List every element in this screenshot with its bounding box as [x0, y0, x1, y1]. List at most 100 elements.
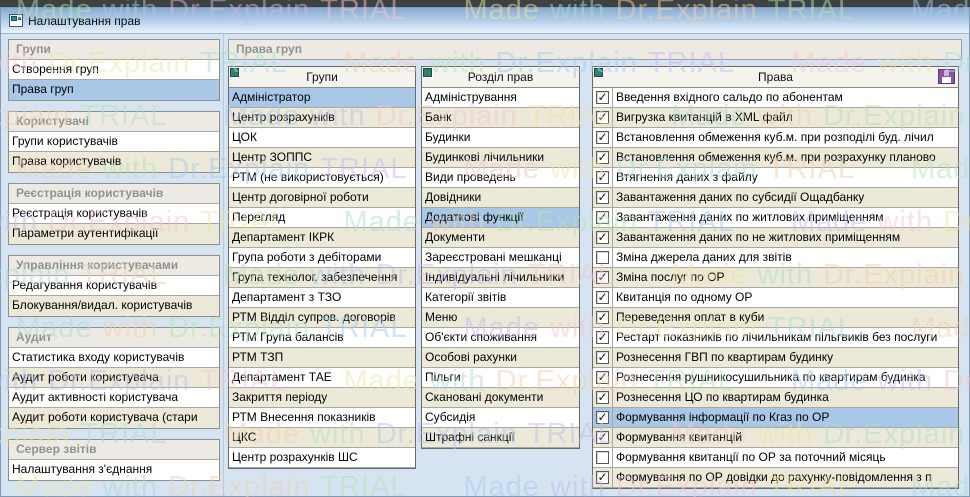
- rights-section-row[interactable]: Особові рахунки: [422, 348, 579, 368]
- right-row[interactable]: ✓ Встановлення обмеження куб.м. при розпо…: [593, 128, 958, 148]
- grid-corner-icon[interactable]: [230, 68, 239, 77]
- right-row[interactable]: ✓ Завантаження даних по житлових приміщен…: [593, 208, 958, 228]
- group-row[interactable]: Група технолог. забезпечення: [229, 268, 415, 288]
- checkbox[interactable]: ✓: [596, 90, 609, 104]
- checkbox[interactable]: ✓: [596, 470, 609, 484]
- groups-grid-header[interactable]: Групи: [229, 67, 415, 88]
- right-row[interactable]: ✓ Формування квитанцій: [593, 428, 958, 448]
- rights-section-row[interactable]: Категорії звітів: [422, 288, 579, 308]
- group-row[interactable]: РТМ (не використовується): [229, 168, 415, 188]
- right-row[interactable]: ✓ Формування інформації по Кгаз по ОР: [593, 408, 958, 428]
- rights-section-row[interactable]: Додаткові функції: [422, 208, 579, 228]
- group-row[interactable]: РТМ Внесення показників: [229, 408, 415, 428]
- checkbox[interactable]: ✓: [596, 290, 609, 304]
- rights-section-row[interactable]: Будинкові лічильники: [422, 148, 579, 168]
- group-row[interactable]: Департамент з ТЗО: [229, 288, 415, 308]
- sidebar-item[interactable]: Створення груп: [9, 60, 219, 80]
- sidebar-item[interactable]: Аудит активності користувача: [9, 388, 219, 408]
- checkbox[interactable]: ✓: [596, 150, 609, 164]
- checkbox[interactable]: ✓: [596, 110, 609, 124]
- checkbox[interactable]: ✓: [596, 390, 609, 404]
- sidebar-item[interactable]: Статистика входу користувачів: [9, 348, 219, 368]
- checkbox[interactable]: ✓: [596, 330, 609, 344]
- rights-section-row[interactable]: Види проведень: [422, 168, 579, 188]
- rights-section-row[interactable]: Довідники: [422, 188, 579, 208]
- checkbox[interactable]: ✓: [596, 190, 609, 204]
- group-row[interactable]: Центр розрахунків: [229, 108, 415, 128]
- right-row[interactable]: ✓ Рознесення рушникосушильника по квартир…: [593, 368, 958, 388]
- rights-section-row[interactable]: Зареєстровані мешканці: [422, 248, 579, 268]
- group-row[interactable]: Адміністратор: [229, 88, 415, 108]
- sidebar-item[interactable]: Параметри аутентифікації: [9, 224, 219, 244]
- rights-section-row[interactable]: Будинки: [422, 128, 579, 148]
- rights-section-row[interactable]: Індивідуальні лічильники: [422, 268, 579, 288]
- grid-corner-icon[interactable]: [423, 68, 432, 77]
- rights-section-row[interactable]: Банк: [422, 108, 579, 128]
- checkbox[interactable]: [596, 451, 609, 464]
- right-row[interactable]: ✓ Введення вхідного сальдо по абонентам: [593, 88, 958, 108]
- right-row[interactable]: ✓ Формування по ОР довідки до рахунку-пов…: [593, 468, 958, 488]
- sidebar-item[interactable]: Права користувачів: [9, 152, 219, 172]
- group-row[interactable]: ЦОК: [229, 128, 415, 148]
- rights-section-row[interactable]: Штрафні санкції: [422, 428, 579, 448]
- rights-grid-header[interactable]: Права: [593, 67, 958, 88]
- checkbox[interactable]: ✓: [596, 410, 609, 424]
- sidebar-item[interactable]: Групи користувачів: [9, 132, 219, 152]
- group-row[interactable]: Департамент ІКРК: [229, 228, 415, 248]
- checkbox[interactable]: ✓: [596, 310, 609, 324]
- window-titlebar[interactable]: Налаштування прав: [1, 8, 969, 34]
- right-row[interactable]: ✓ Рестарт показників по лічильникам пільг…: [593, 328, 958, 348]
- right-row[interactable]: Зміна джерела даних для звітів: [593, 248, 958, 268]
- rights-section-row[interactable]: Об'єкти споживання: [422, 328, 579, 348]
- sidebar-splitter[interactable]: [223, 34, 224, 496]
- save-icon[interactable]: [938, 69, 955, 84]
- group-row[interactable]: РТМ ТЗП: [229, 348, 415, 368]
- sidebar-item[interactable]: Аудит роботи користувача (стари: [9, 408, 219, 428]
- sidebar-item[interactable]: Реєстрація користувачів: [9, 204, 219, 224]
- checkbox[interactable]: ✓: [596, 270, 609, 284]
- group-row[interactable]: РТМ Група балансів: [229, 328, 415, 348]
- group-row[interactable]: Центр ЗОППС: [229, 148, 415, 168]
- checkbox-cell: ✓: [593, 468, 613, 487]
- sidebar-item[interactable]: Редагування користувачів: [9, 276, 219, 296]
- grid-corner-icon[interactable]: [594, 68, 603, 77]
- right-row[interactable]: ✓ Квитанція по одному ОР: [593, 288, 958, 308]
- rights-sections-grid-header[interactable]: Розділ прав: [422, 67, 579, 88]
- rights-section-row[interactable]: Меню: [422, 308, 579, 328]
- group-row[interactable]: Перегляд: [229, 208, 415, 228]
- right-row[interactable]: ✓ Рознесення ГВП по квартирам будинку: [593, 348, 958, 368]
- sidebar-item[interactable]: Права груп: [9, 80, 219, 100]
- checkbox[interactable]: ✓: [596, 170, 609, 184]
- group-row[interactable]: РТМ Відділ супров. договорів: [229, 308, 415, 328]
- checkbox[interactable]: ✓: [596, 370, 609, 384]
- checkbox[interactable]: ✓: [596, 430, 609, 444]
- rights-section-row[interactable]: Пільги: [422, 368, 579, 388]
- group-row[interactable]: Група роботи з дебіторами: [229, 248, 415, 268]
- right-row[interactable]: ✓ Переведення оплат в куби: [593, 308, 958, 328]
- right-row[interactable]: Формування квитанції по ОР за поточний м…: [593, 448, 958, 468]
- rights-section-row[interactable]: Субсидія: [422, 408, 579, 428]
- checkbox[interactable]: ✓: [596, 130, 609, 144]
- sidebar-item[interactable]: Аудит роботи користувача: [9, 368, 219, 388]
- right-row[interactable]: ✓ Рознесення ЦО по квартирам будинка: [593, 388, 958, 408]
- right-row[interactable]: ✓ Зміна послуг по ОР: [593, 268, 958, 288]
- rights-section-row[interactable]: Адміністрування: [422, 88, 579, 108]
- rights-section-row[interactable]: Документи: [422, 228, 579, 248]
- checkbox[interactable]: ✓: [596, 210, 609, 224]
- group-row[interactable]: Центр договірної роботи: [229, 188, 415, 208]
- group-row[interactable]: Департамент ТАЕ: [229, 368, 415, 388]
- checkbox[interactable]: ✓: [596, 230, 609, 244]
- right-row[interactable]: ✓ Завантаження даних по субсидії Ощадбанк…: [593, 188, 958, 208]
- sidebar-item[interactable]: Блокування/видал. користувачів: [9, 296, 219, 316]
- checkbox[interactable]: [596, 251, 609, 264]
- checkbox[interactable]: ✓: [596, 350, 609, 364]
- right-row[interactable]: ✓ Втягнення даних з файлу: [593, 168, 958, 188]
- right-row[interactable]: ✓ Завантаження даних по не житлових примі…: [593, 228, 958, 248]
- group-row[interactable]: ЦКС: [229, 428, 415, 448]
- group-row[interactable]: Центр розрахунків ШС: [229, 448, 415, 468]
- right-row[interactable]: ✓ Вигрузка квитанцій в XML файл: [593, 108, 958, 128]
- group-row[interactable]: Закриття періоду: [229, 388, 415, 408]
- rights-section-row[interactable]: Скановані документи: [422, 388, 579, 408]
- right-row[interactable]: ✓ Встановлення обмеження куб.м. при розра…: [593, 148, 958, 168]
- sidebar-item[interactable]: Налаштування з'єднання: [9, 460, 219, 480]
